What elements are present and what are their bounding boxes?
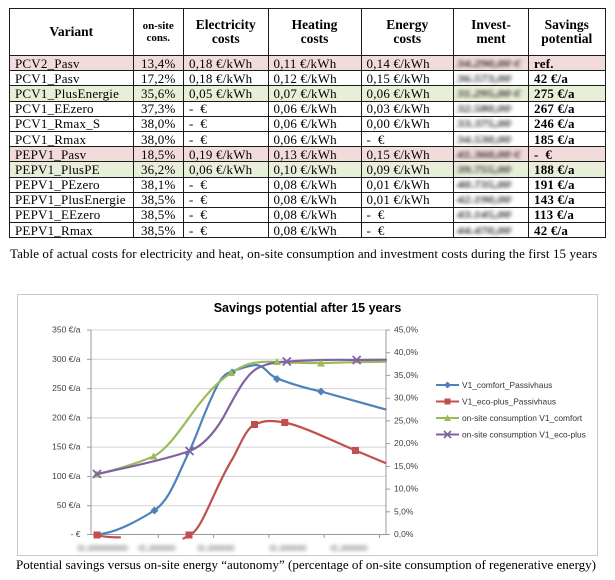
svg-text:- €: - €	[71, 529, 81, 539]
svg-text:300 €/a: 300 €/a	[52, 354, 81, 364]
svg-text:20,0%: 20,0%	[394, 438, 419, 448]
svg-text:on-site consumption V1_comfort: on-site consumption V1_comfort	[462, 413, 583, 423]
svg-text:200 €/a: 200 €/a	[52, 412, 81, 422]
svg-text:30,0%: 30,0%	[394, 393, 419, 403]
svg-text:150 €/a: 150 €/a	[52, 442, 81, 452]
svg-text:0,0%: 0,0%	[394, 529, 414, 539]
svg-text:25,0%: 25,0%	[394, 415, 419, 425]
svg-text:250 €/a: 250 €/a	[52, 383, 81, 393]
svg-text:on-site consumption V1_eco-plu: on-site consumption V1_eco-plus	[462, 430, 586, 440]
svg-text:45,0%: 45,0%	[394, 325, 419, 335]
svg-text:350 €/a: 350 €/a	[52, 325, 81, 335]
svg-text:50 €/a: 50 €/a	[57, 500, 81, 510]
svg-text:100 €/a: 100 €/a	[52, 471, 81, 481]
svg-text:V1_eco-plus_Passivhaus: V1_eco-plus_Passivhaus	[462, 397, 556, 407]
svg-text:5,0%: 5,0%	[394, 506, 414, 516]
svg-text:V1_comfort_Passivhaus: V1_comfort_Passivhaus	[462, 380, 552, 390]
svg-text:15,0%: 15,0%	[394, 461, 419, 471]
svg-text:10,0%: 10,0%	[394, 484, 419, 494]
svg-text:35,0%: 35,0%	[394, 370, 419, 380]
svg-text:40,0%: 40,0%	[394, 347, 419, 357]
